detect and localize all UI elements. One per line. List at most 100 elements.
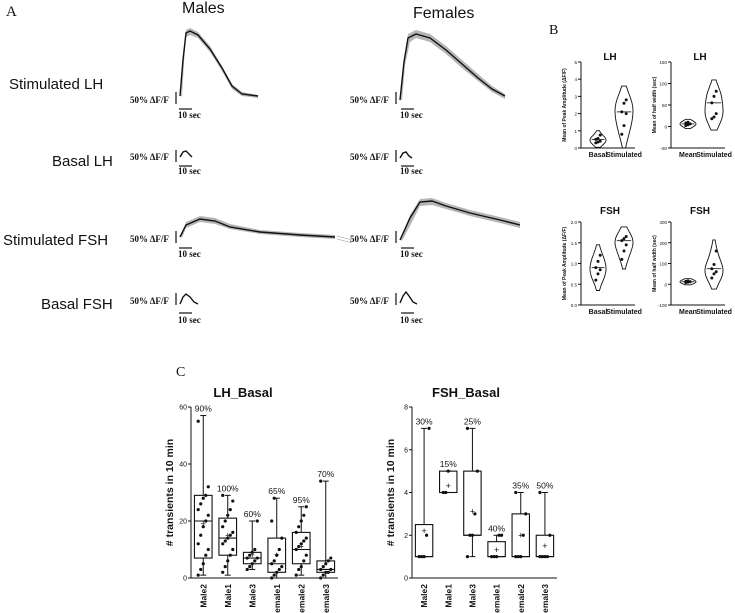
y-scale-label: 50% ΔF/F	[130, 234, 169, 244]
percent-label: 100%	[217, 483, 239, 493]
data-point	[516, 555, 520, 559]
data-point	[255, 556, 259, 560]
x-scale-label: 10 sec	[178, 249, 201, 259]
data-point	[321, 565, 325, 569]
data-point	[598, 268, 602, 272]
data-point	[422, 555, 426, 559]
box-mean-marker: +	[542, 541, 547, 551]
percent-label: 60%	[244, 509, 261, 519]
data-point	[221, 542, 225, 546]
data-point	[206, 485, 210, 489]
data-point	[231, 530, 235, 535]
x-tick-label: Female1	[272, 584, 282, 613]
y-scale-label: 50% ΔF/F	[350, 95, 389, 105]
box-mean-marker: +	[421, 526, 426, 536]
data-point	[598, 253, 602, 257]
data-point	[710, 101, 714, 105]
box-mean-marker: +	[299, 542, 304, 552]
data-point	[272, 559, 276, 563]
y-tick-label: 200	[659, 241, 667, 246]
data-point	[206, 513, 210, 517]
y-tick-label: 1.5	[571, 241, 578, 246]
data-point	[319, 567, 323, 572]
y-tick-label: 5	[574, 60, 577, 65]
data-point	[622, 237, 626, 241]
data-point	[710, 267, 714, 271]
box-mean-marker: +	[470, 507, 475, 517]
y-scale-label: 50% ΔF/F	[350, 234, 389, 244]
data-point	[270, 576, 274, 580]
data-point	[321, 573, 325, 577]
x-tick-label: Female3	[540, 584, 550, 613]
trace-connector	[336, 235, 353, 244]
data-point	[624, 243, 628, 247]
data-point	[199, 567, 203, 572]
y-axis-title: Mean of half width (sec)	[652, 235, 658, 292]
box-mean-marker: +	[250, 550, 255, 560]
y-tick-label: 100	[659, 82, 667, 87]
data-point	[280, 536, 284, 540]
y-tick-label: -100	[658, 303, 668, 308]
data-point	[545, 555, 550, 559]
data-point	[514, 490, 518, 495]
data-point	[277, 547, 281, 552]
violin-shape	[589, 244, 607, 291]
data-point	[712, 272, 716, 276]
data-point	[297, 567, 301, 572]
data-point	[277, 567, 281, 572]
data-point	[714, 270, 718, 274]
data-point	[206, 547, 210, 552]
percent-label: 40%	[488, 523, 505, 533]
data-point	[424, 533, 429, 537]
percent-label: 35%	[512, 481, 529, 491]
y-axis-title: # transients in 10 min	[385, 439, 397, 546]
data-point	[596, 272, 600, 276]
data-point	[596, 259, 600, 263]
data-point	[297, 545, 301, 549]
y-scale-label: 50% ΔF/F	[350, 152, 389, 162]
data-point	[270, 562, 274, 566]
x-tick-label: Stimulated	[606, 309, 642, 316]
box-title: LH_Basal	[213, 385, 272, 400]
data-point	[712, 263, 716, 267]
data-point	[470, 533, 475, 537]
y-tick-label: 4	[404, 490, 408, 497]
box-mean-marker: +	[518, 530, 523, 540]
data-point	[714, 112, 718, 116]
data-point	[196, 419, 200, 423]
y-tick-label: 3	[574, 94, 577, 99]
data-point	[514, 555, 518, 559]
box-mean-marker: +	[201, 519, 206, 529]
data-point	[223, 519, 227, 523]
y-tick-label: 0	[183, 576, 187, 583]
x-tick-label: Basal	[589, 152, 608, 159]
data-point	[302, 539, 306, 543]
x-tick-label: Female2	[296, 584, 306, 613]
row-label-stimulated-lh: Stimulated LH	[9, 76, 103, 93]
data-point	[204, 519, 208, 523]
data-point	[221, 570, 225, 574]
data-point	[302, 513, 306, 517]
data-point	[299, 565, 303, 569]
trace-sem-band	[181, 216, 335, 239]
row-label-basal-lh: Basal LH	[52, 153, 113, 170]
data-point	[231, 547, 235, 552]
trace-female-stimulated-fsh	[399, 200, 521, 241]
x-tick-label: Mean	[679, 309, 697, 316]
y-tick-label: 150	[659, 60, 667, 65]
data-point	[250, 550, 254, 554]
data-point	[494, 555, 499, 559]
y-axis-title: Mean of half width (sec)	[652, 76, 658, 133]
trace-sem-band	[401, 30, 505, 101]
data-point	[548, 533, 552, 537]
x-scale-label: 10 sec	[178, 166, 201, 176]
trace-male-stimulated-fsh	[179, 218, 336, 238]
data-point	[465, 426, 470, 430]
data-point	[204, 553, 208, 557]
data-point	[280, 565, 284, 569]
data-point	[499, 533, 504, 537]
box-mean-marker: +	[225, 530, 230, 540]
data-point	[275, 553, 279, 557]
data-point	[473, 512, 477, 516]
x-tick-label: Male3	[467, 584, 477, 608]
